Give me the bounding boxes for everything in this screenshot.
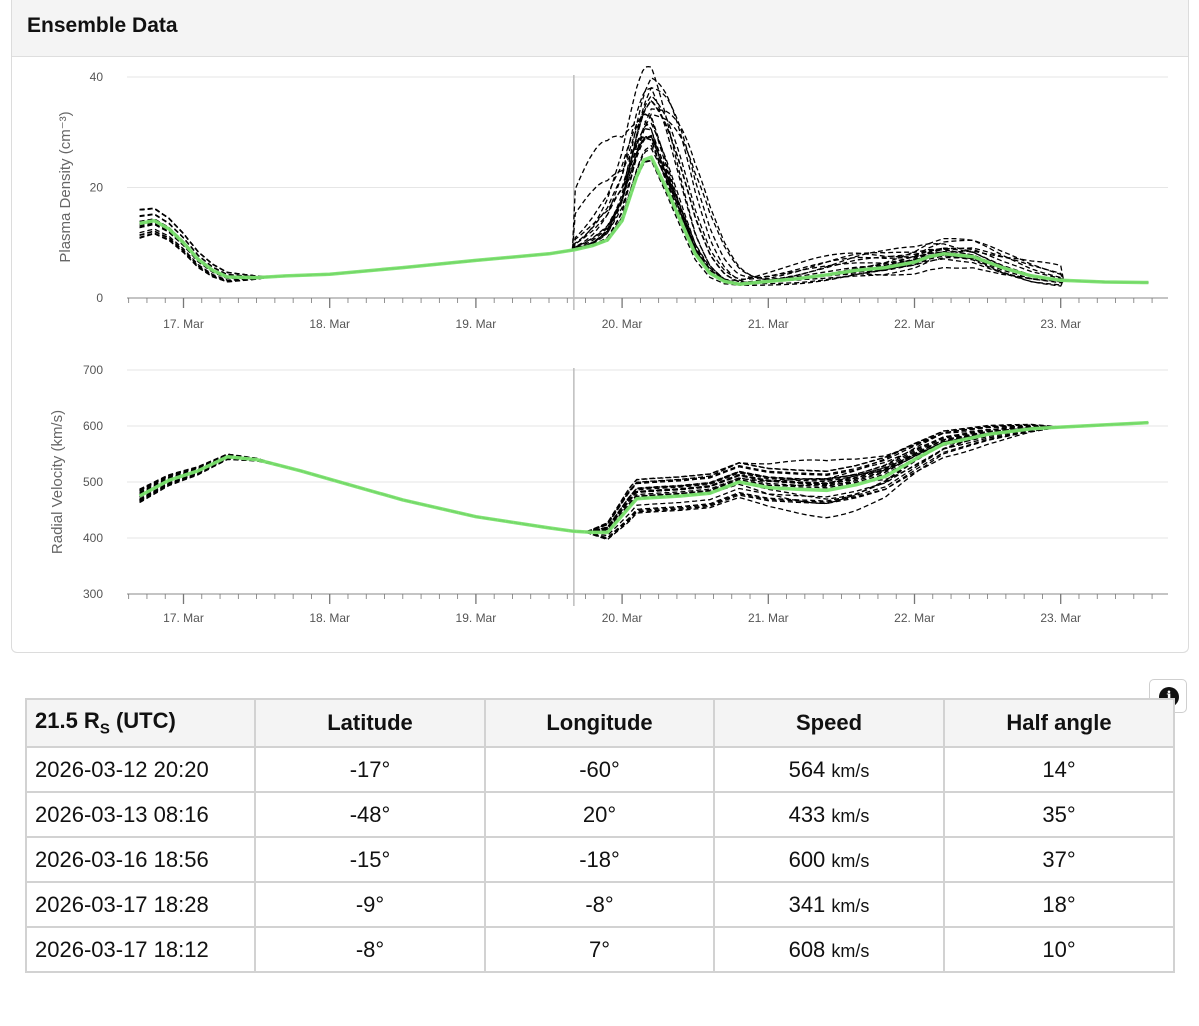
x-tick-label: 22. Mar: [894, 317, 935, 331]
ensemble-member-line: [139, 421, 1149, 540]
x-tick-label: 17. Mar: [163, 611, 204, 625]
ensemble-member-line: [139, 421, 1149, 541]
y-tick-label: 0: [96, 291, 103, 305]
ensemble-member-line: [139, 421, 1149, 534]
cell-speed: 600 km/s: [713, 836, 945, 883]
cell-speed: 564 km/s: [713, 746, 945, 793]
cell-time: 2026-03-17 18:12: [25, 926, 256, 973]
x-tick-label: 22. Mar: [894, 611, 935, 625]
ensemble-member-line: [139, 108, 1149, 284]
cell-half-angle: 35°: [943, 791, 1175, 838]
table-row: 2026-03-12 20:20 -17° -60° 564 km/s 14°: [25, 746, 1175, 793]
header-latitude: Latitude: [254, 698, 486, 748]
ensemble-member-line: [139, 65, 1149, 285]
header-longitude: Longitude: [484, 698, 715, 748]
x-tick-label: 21. Mar: [748, 317, 789, 331]
table-row: 2026-03-16 18:56 -15° -18° 600 km/s 37°: [25, 836, 1175, 883]
cell-latitude: -8°: [254, 926, 486, 973]
table-row: 2026-03-17 18:28 -9° -8° 341 km/s 18°: [25, 881, 1175, 928]
x-tick-label: 20. Mar: [602, 611, 643, 625]
cell-longitude: -18°: [484, 836, 715, 883]
x-tick-label: 19. Mar: [456, 611, 497, 625]
x-tick-label: 17. Mar: [163, 317, 204, 331]
ensemble-member-line: [139, 421, 1149, 540]
header-half-angle: Half angle: [943, 698, 1175, 748]
ensemble-member-line: [139, 128, 1149, 285]
header-time: 21.5 RS (UTC): [25, 698, 256, 748]
cell-latitude: -15°: [254, 836, 486, 883]
x-tick-label: 20. Mar: [602, 317, 643, 331]
ensemble-member-line: [139, 99, 1149, 284]
x-tick-label: 23. Mar: [1040, 611, 1081, 625]
ensemble-member-line: [139, 421, 1149, 533]
panel-header: Ensemble Data: [12, 0, 1188, 57]
cell-time: 2026-03-17 18:28: [25, 881, 256, 928]
y-axis-title: Radial Velocity (km/s): [49, 410, 66, 554]
ensemble-member-line: [139, 87, 1149, 284]
ensemble-member-line: [139, 134, 1149, 285]
cell-speed: 341 km/s: [713, 881, 945, 928]
header-speed: Speed: [713, 698, 945, 748]
y-tick-label: 40: [90, 70, 104, 84]
cell-half-angle: 18°: [943, 881, 1175, 928]
y-tick-label: 700: [83, 363, 103, 377]
cell-latitude: -9°: [254, 881, 486, 928]
median-series-line: [138, 420, 1149, 535]
table-row: 2026-03-13 08:16 -48° 20° 433 km/s 35°: [25, 791, 1175, 838]
cme-parameters-table: 21.5 RS (UTC) Latitude Longitude Speed H…: [25, 698, 1175, 973]
y-tick-label: 300: [83, 587, 103, 601]
x-tick-label: 23. Mar: [1040, 317, 1081, 331]
ensemble-member-line: [139, 421, 1149, 533]
cell-time: 2026-03-16 18:56: [25, 836, 256, 883]
table-header-row: 21.5 RS (UTC) Latitude Longitude Speed H…: [25, 698, 1175, 748]
x-tick-label: 19. Mar: [456, 317, 497, 331]
cell-time: 2026-03-13 08:16: [25, 791, 256, 838]
cell-speed: 608 km/s: [713, 926, 945, 973]
ensemble-member-line: [139, 119, 1149, 285]
y-tick-label: 500: [83, 475, 103, 489]
table-row: 2026-03-17 18:12 -8° 7° 608 km/s 10°: [25, 926, 1175, 973]
cell-latitude: -48°: [254, 791, 486, 838]
ensemble-member-line: [139, 421, 1149, 539]
y-tick-label: 400: [83, 531, 103, 545]
median-series-line: [139, 155, 1149, 286]
cell-longitude: -8°: [484, 881, 715, 928]
ensemble-charts: 0 20 40 Plasma Density (cm⁻³) 17. Mar 18. Mar…: [49, 65, 1168, 625]
cell-speed: 433 km/s: [713, 791, 945, 838]
y-axis-title: Plasma Density (cm⁻³): [57, 111, 74, 262]
cell-latitude: -17°: [254, 746, 486, 793]
cell-half-angle: 37°: [943, 836, 1175, 883]
y-tick-label: 600: [83, 419, 103, 433]
x-tick-label: 18. Mar: [309, 317, 350, 331]
cell-time: 2026-03-12 20:20: [25, 746, 256, 793]
ensemble-member-line: [139, 76, 1149, 285]
x-tick-label: 21. Mar: [748, 611, 789, 625]
cell-longitude: -60°: [484, 746, 715, 793]
cell-longitude: 7°: [484, 926, 715, 973]
ensemble-data-panel: Ensemble Data: [11, 0, 1189, 653]
cell-half-angle: 14°: [943, 746, 1175, 793]
ensemble-member-line: [139, 87, 1149, 285]
y-tick-label: 20: [90, 181, 104, 195]
panel-title: Ensemble Data: [27, 14, 178, 37]
x-tick-label: 18. Mar: [309, 611, 350, 625]
cell-longitude: 20°: [484, 791, 715, 838]
ensemble-member-line: [139, 94, 1149, 284]
cell-half-angle: 10°: [943, 926, 1175, 973]
